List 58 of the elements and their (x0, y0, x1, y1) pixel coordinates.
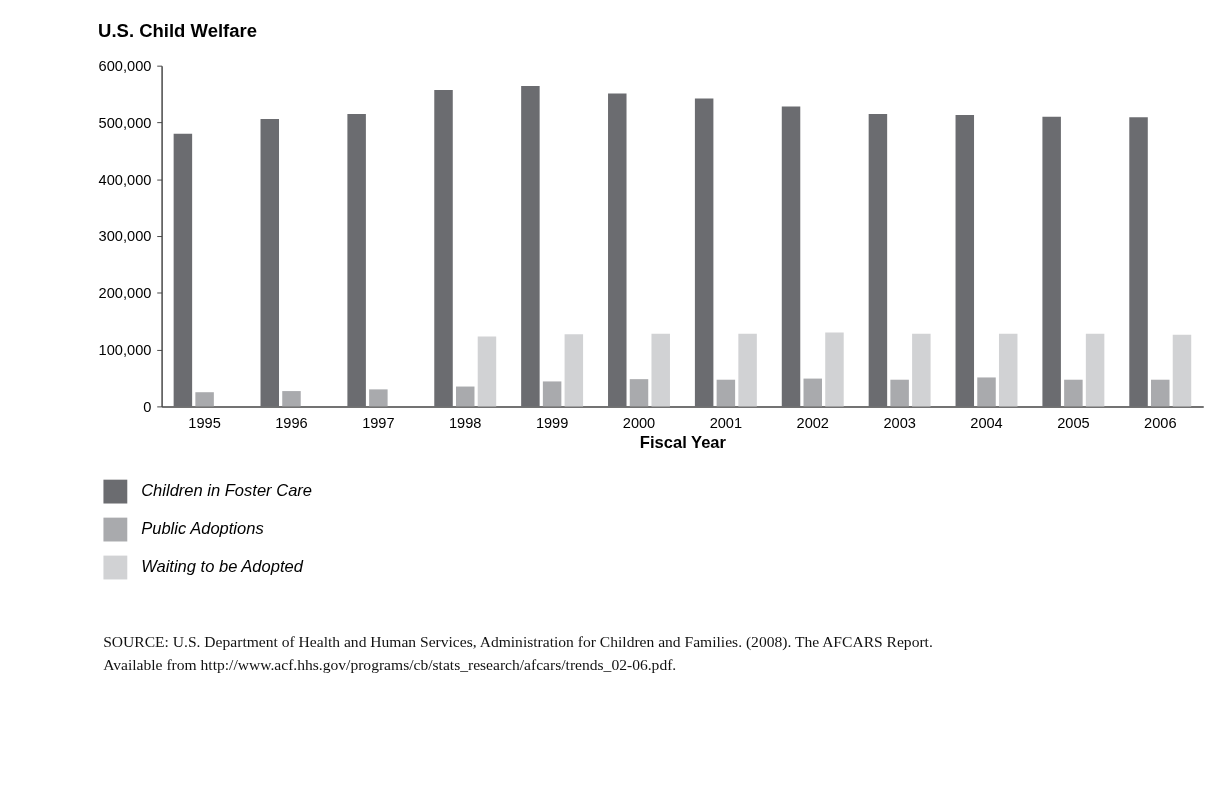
bar (998, 333, 1018, 407)
bar (629, 379, 649, 407)
y-tick-label: 600,000 (98, 58, 152, 75)
bar (694, 98, 714, 407)
bar (434, 90, 453, 407)
bar (608, 93, 627, 407)
x-axis-title: Fiscal Year (639, 432, 727, 452)
bar (477, 336, 497, 407)
bar (455, 386, 475, 407)
bar (1042, 116, 1061, 407)
source-note: SOURCE: U.S. Department of Health and Human Services, Administration for Children and Families. (2008). The AFCARS Report. Available from http://www.acf.hhs.gov/programs/cb/stats_research/afcars/trends_02-06.pdf. (103, 632, 933, 674)
bar (173, 133, 193, 407)
y-tick-label: 400,000 (98, 171, 152, 188)
x-tick-label: 1999 (535, 415, 569, 432)
bar (738, 333, 757, 407)
chart-title: U.S. Child Welfare (98, 20, 257, 42)
bar (1064, 379, 1083, 407)
bar (369, 389, 388, 407)
x-tick-label: 2001 (709, 415, 743, 432)
bar (781, 106, 801, 407)
y-tick-label: 300,000 (98, 228, 152, 245)
bar (282, 391, 301, 407)
x-tick-label: 2004 (970, 415, 1003, 432)
y-tick-label: 200,000 (98, 285, 152, 302)
x-tick-label: 1997 (362, 415, 395, 432)
bar (977, 377, 996, 407)
x-tick-label: 1998 (449, 415, 482, 432)
y-tick-label: 100,000 (98, 341, 152, 358)
legend-label: Children in Foster Care (141, 481, 313, 501)
bar (912, 333, 931, 407)
bar (521, 86, 540, 407)
bar (564, 334, 584, 407)
x-tick-label: 2003 (883, 415, 916, 432)
bar (1129, 117, 1148, 407)
bar (825, 332, 844, 407)
bar (347, 113, 366, 407)
x-tick-label: 2005 (1057, 415, 1090, 432)
bar (1172, 334, 1192, 407)
x-tick-label: 2002 (796, 415, 829, 432)
bar (716, 379, 736, 407)
bar (868, 113, 888, 407)
bar (955, 115, 975, 407)
bar (1085, 333, 1105, 407)
bar (542, 381, 562, 407)
legend-label: Public Adoptions (141, 519, 264, 539)
x-tick-label: 2006 (1144, 415, 1177, 432)
x-tick-label: 1996 (275, 415, 308, 432)
bar (260, 119, 280, 407)
x-tick-label: 2000 (622, 415, 656, 432)
bar (1151, 379, 1170, 407)
bar (195, 392, 214, 407)
bar (803, 378, 822, 407)
legend-label: Waiting to be Adopted (141, 557, 304, 577)
bar (890, 379, 909, 407)
y-tick-label: 0 (143, 398, 152, 415)
bar (651, 333, 670, 407)
x-tick-label: 1995 (188, 415, 221, 432)
y-tick-label: 500,000 (98, 114, 152, 131)
